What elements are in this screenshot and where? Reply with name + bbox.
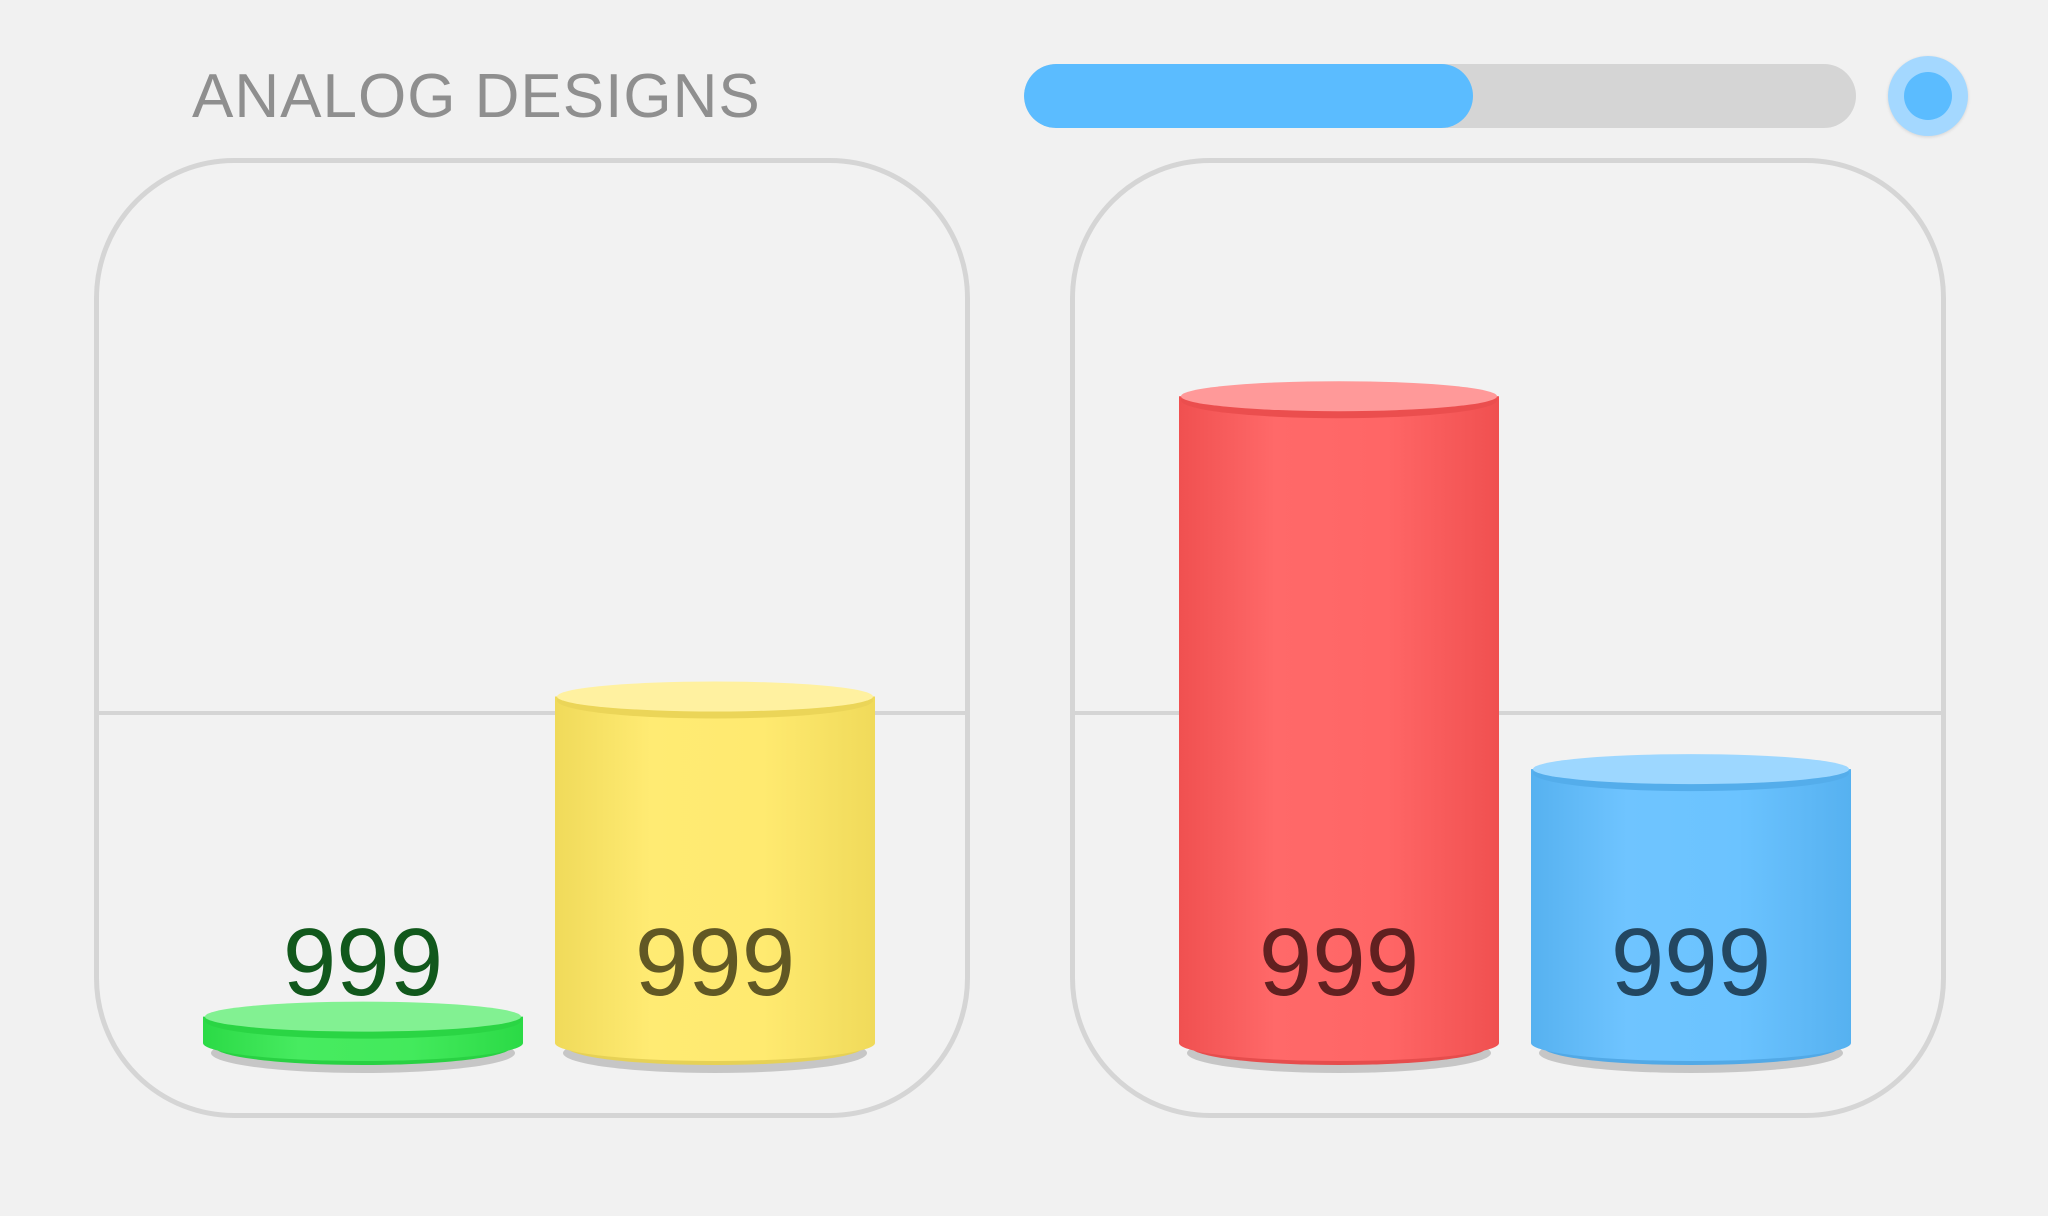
bar-value-label: 999 xyxy=(1611,909,1771,1016)
bar-chart-left: 999 999 xyxy=(99,681,965,1073)
bar-top xyxy=(1181,381,1497,412)
progress-fill xyxy=(1024,64,1474,128)
bar-top xyxy=(205,1001,521,1032)
chart-panel-right: 999 999 xyxy=(1070,158,1946,1118)
bar-value-label: 999 xyxy=(1259,909,1419,1016)
toggle-knob[interactable] xyxy=(1888,56,1968,136)
bar-top xyxy=(557,681,873,712)
bar-body xyxy=(1179,396,1499,1061)
bar-value-label: 999 xyxy=(635,909,795,1016)
bar-chart-right: 999 999 xyxy=(1075,381,1941,1073)
bar-body xyxy=(555,696,875,1061)
bar-2: 999 xyxy=(1531,754,1851,1073)
bar-top xyxy=(1533,754,1849,785)
bar-2: 999 xyxy=(555,681,875,1073)
bar-body xyxy=(1531,769,1851,1061)
brand-title: ANALOG DESIGNS xyxy=(192,62,761,131)
chart-panel-left: 999 999 xyxy=(94,158,970,1118)
bar-1: 999 xyxy=(1179,381,1499,1073)
progress-slider[interactable] xyxy=(1024,64,1856,128)
circle-toggle-icon xyxy=(1904,72,1952,120)
bar-1: 999 xyxy=(203,909,523,1073)
bar-value-label: 999 xyxy=(283,909,443,1016)
